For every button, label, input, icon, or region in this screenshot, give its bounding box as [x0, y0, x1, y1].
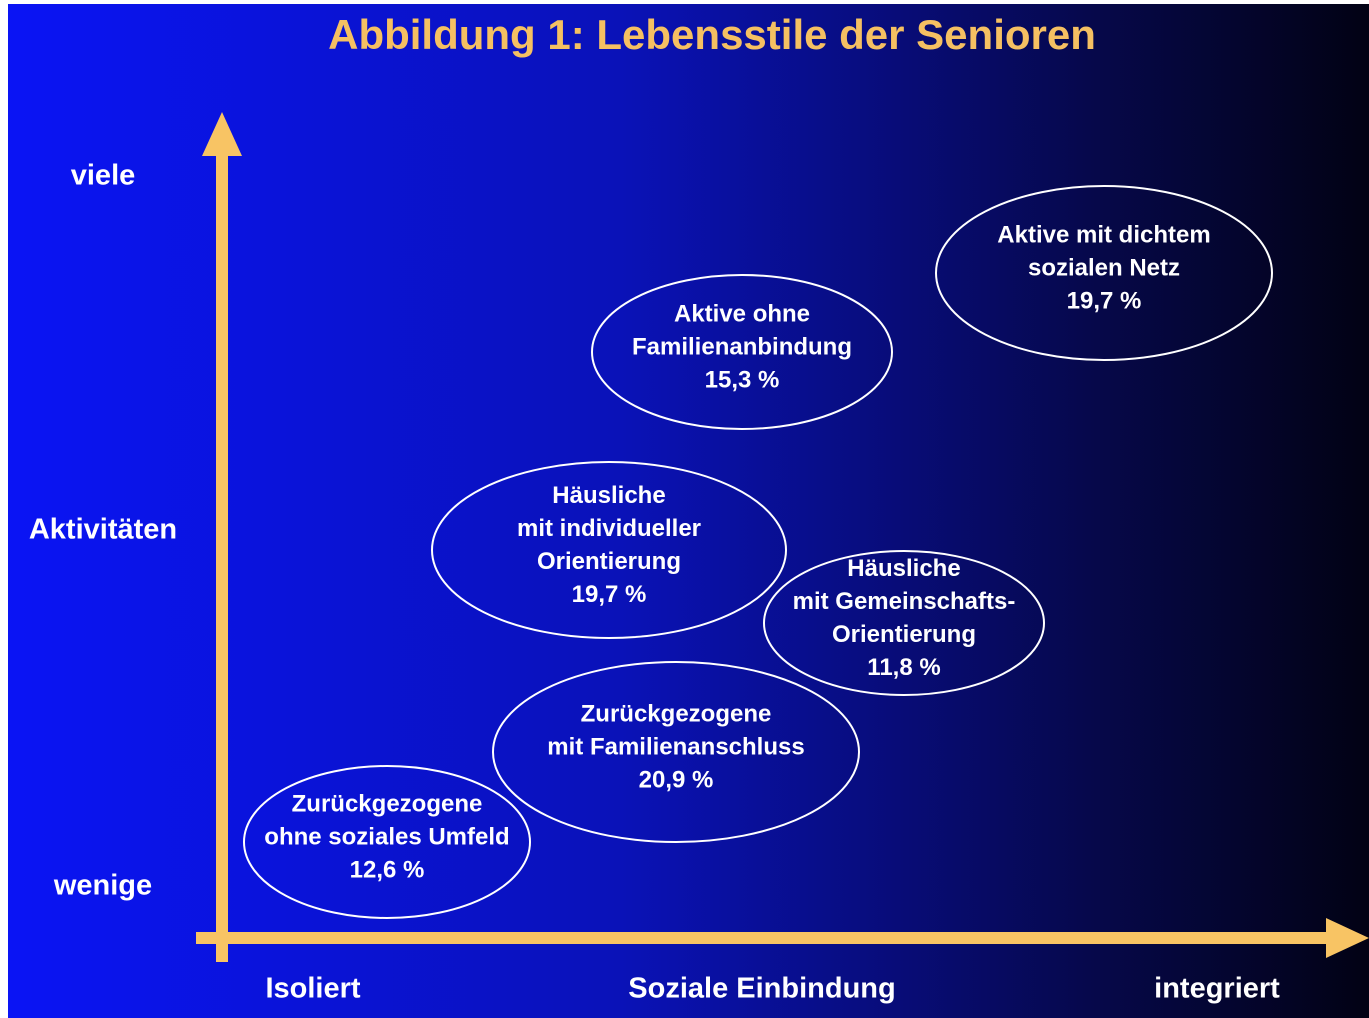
node: Aktive ohne Familienanbindung 15,3 % — [591, 274, 893, 430]
node-ellipse — [243, 765, 531, 919]
node-label: mit Gemeinschafts- — [793, 588, 1016, 615]
y-label-bottom: wenige — [53, 870, 152, 902]
node: Zurückgezogene ohne soziales Umfeld 12,6 % — [243, 765, 531, 919]
x-label-right: integriert — [1154, 973, 1280, 1005]
node-label: mit individueller — [517, 515, 701, 542]
node-label: Familienanbindung — [632, 333, 852, 360]
node-label: ohne soziales Umfeld — [264, 823, 509, 850]
node-share: 11,8 % — [867, 654, 940, 681]
node-label: Orientierung — [832, 621, 976, 648]
node-label: Orientierung — [537, 548, 681, 575]
title: Abbildung 1: Lebensstile der Senioren — [328, 11, 1096, 58]
node-label: Zurückgezogene — [292, 790, 483, 817]
y-label-top: viele — [71, 160, 136, 192]
node-share: 19,7 % — [1067, 287, 1142, 314]
node-share: 15,3 % — [705, 366, 780, 393]
node: Häusliche mit individueller Orientierung 19… — [431, 461, 787, 639]
node-share: 20,9 % — [639, 766, 714, 793]
node-label: sozialen Netz — [1028, 254, 1180, 281]
node-label: Aktive ohne — [674, 300, 810, 327]
y-axis-line — [216, 150, 228, 962]
node-label: Zurückgezogene — [581, 700, 772, 727]
node-ellipse — [763, 550, 1045, 696]
node-label: Aktive mit dichtem — [997, 221, 1210, 248]
node-label: Häusliche — [552, 482, 665, 509]
x-axis-line — [196, 932, 1332, 944]
node: Häusliche mit Gemeinschafts- Orientierung 1… — [763, 550, 1045, 696]
node-label: mit Familienanschluss — [547, 733, 804, 760]
node-ellipse — [935, 185, 1273, 361]
axes — [196, 112, 1369, 962]
y-label-middle: Aktivitäten — [29, 514, 177, 546]
x-label-middle: Soziale Einbindung — [628, 973, 895, 1005]
background — [8, 4, 1369, 1018]
y-axis-arrow — [202, 112, 242, 156]
node-share: 19,7 % — [572, 581, 647, 608]
node-share: 12,6 % — [350, 856, 425, 883]
x-axis-arrow — [1326, 918, 1369, 958]
node-ellipse — [431, 461, 787, 639]
node-ellipse — [591, 274, 893, 430]
node-ellipse — [492, 661, 860, 843]
node: Aktive mit dichtem sozialen Netz 19,7 % — [935, 185, 1273, 361]
node-label: Häusliche — [847, 555, 960, 582]
node: Zurückgezogene mit Familienanschluss 20,9 … — [492, 661, 860, 843]
x-label-left: Isoliert — [265, 973, 360, 1005]
